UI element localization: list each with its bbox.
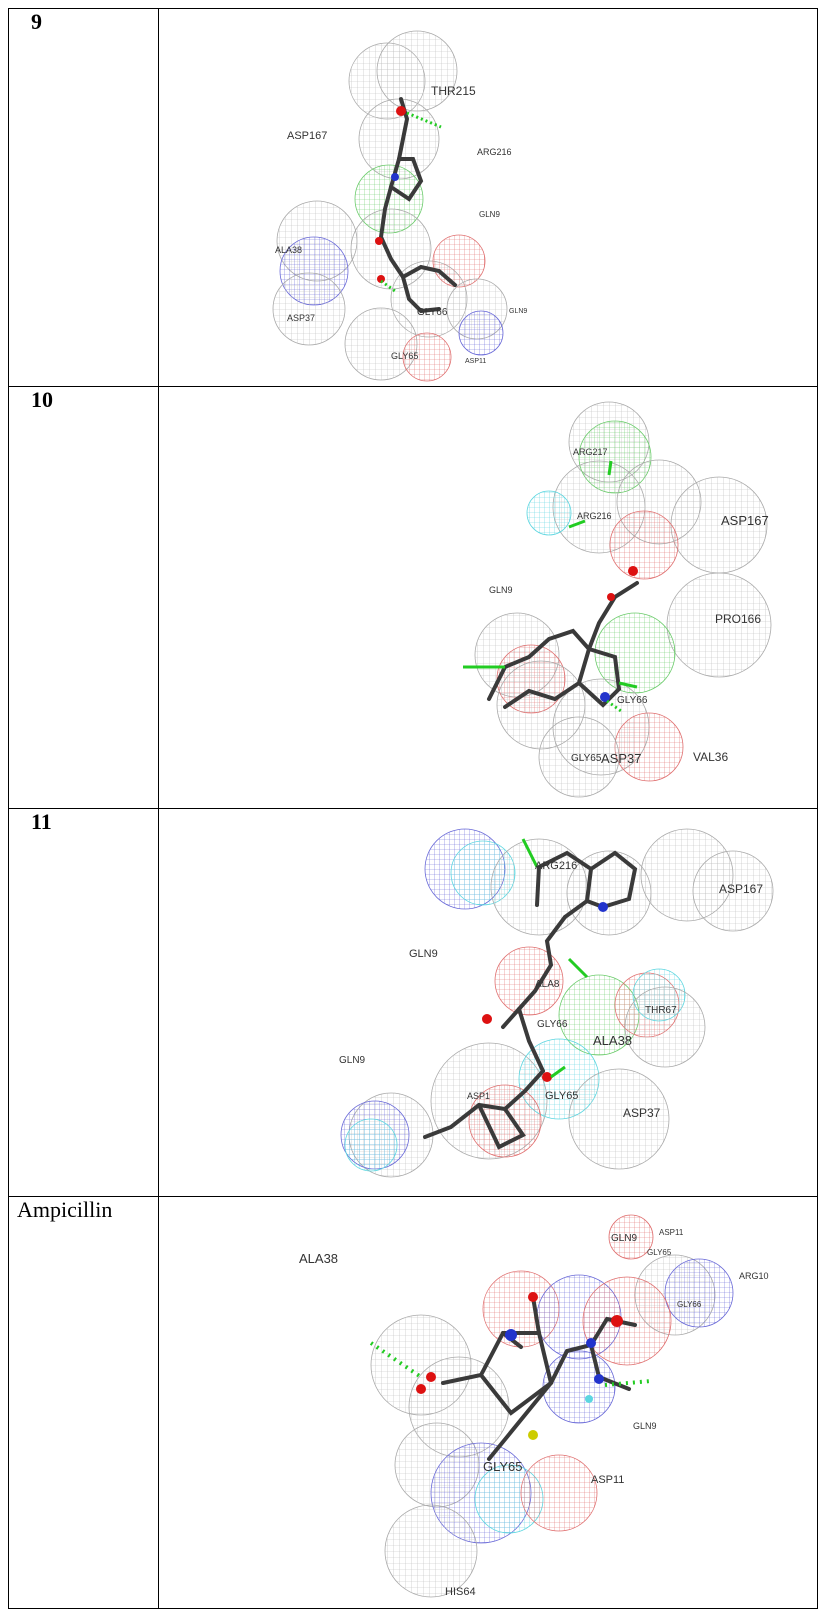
residue-labels: THR215 ASP167 ARG216 GLN9 ALA38 GLY66 GL… bbox=[275, 84, 527, 365]
residue-label: GLY66 bbox=[677, 1300, 702, 1309]
residue-label: ALA38 bbox=[275, 245, 302, 255]
residue-label: GLY65 bbox=[545, 1090, 578, 1102]
residue-labels: ARG217 ARG216 ASP167 GLN9 PRO166 GLY66 G… bbox=[489, 447, 769, 766]
table-row: 11 bbox=[7, 808, 818, 1197]
residue-label: GLN9 bbox=[339, 1055, 366, 1066]
residue-label: GLY66 bbox=[417, 307, 448, 318]
vdw-spheres bbox=[272, 30, 508, 382]
residue-label: ALA38 bbox=[593, 1033, 632, 1048]
compound-label: 9 bbox=[31, 9, 42, 34]
residue-labels: ALA38 GLN9 ASP11 GLY65 ARG10 GLY66 GLN9 … bbox=[299, 1228, 769, 1598]
compound-label: 10 bbox=[31, 387, 53, 412]
table-row: 10 bbox=[7, 386, 818, 809]
residue-label: GLY65 bbox=[647, 1248, 672, 1257]
residue-label: GLN9 bbox=[489, 585, 513, 595]
residue-label: GLN9 bbox=[633, 1421, 657, 1431]
compound-label-cell: 9 bbox=[7, 8, 160, 387]
residue-label: ARG216 bbox=[477, 147, 512, 157]
halogen-atoms bbox=[463, 460, 638, 689]
residue-label: ARG216 bbox=[577, 511, 612, 521]
hetero-atoms bbox=[416, 1292, 624, 1440]
docking-pose-image: ALA38 GLN9 ASP11 GLY65 ARG10 GLY66 GLN9 … bbox=[299, 1214, 769, 1598]
compound-label-cell: Ampicillin bbox=[7, 1196, 160, 1609]
ligand-bonds bbox=[378, 97, 458, 314]
docking-table: 9 bbox=[7, 8, 818, 1609]
compound-label: Ampicillin bbox=[17, 1197, 113, 1222]
residue-labels: ARG216 ASP167 GLN9 ALA8 THR67 GLY66 ALA3… bbox=[339, 860, 763, 1120]
docking-figure-cell: ARG217 ARG216 ASP167 GLN9 PRO166 GLY66 G… bbox=[158, 386, 818, 809]
hetero-atoms bbox=[375, 106, 407, 283]
hbond-lines bbox=[369, 1341, 652, 1387]
residue-label: GLN9 bbox=[509, 308, 527, 315]
vdw-spheres bbox=[474, 401, 772, 798]
residue-label: ARG217 bbox=[573, 447, 608, 457]
ligand-bonds bbox=[487, 581, 640, 709]
table-row: Ampicillin bbox=[7, 1196, 818, 1609]
vdw-spheres bbox=[370, 1214, 734, 1598]
residue-label: GLN9 bbox=[479, 210, 500, 219]
residue-label: ASP11 bbox=[465, 358, 486, 365]
residue-label: THR215 bbox=[431, 84, 476, 98]
residue-label: ASP167 bbox=[719, 882, 763, 896]
residue-label: VAL36 bbox=[693, 750, 728, 764]
residue-label: PRO166 bbox=[715, 612, 761, 626]
halogen-atoms bbox=[521, 838, 589, 1079]
residue-label: ASP37 bbox=[623, 1106, 661, 1120]
residue-label: ARG216 bbox=[535, 860, 577, 872]
docking-pose-image: ARG217 ARG216 ASP167 GLN9 PRO166 GLY66 G… bbox=[463, 401, 772, 798]
docking-figure-cell: THR215 ASP167 ARG216 GLN9 ALA38 GLY66 GL… bbox=[158, 8, 818, 387]
residue-label: ASP11 bbox=[591, 1474, 624, 1486]
residue-label: ASP167 bbox=[287, 130, 327, 142]
residue-label: ASP37 bbox=[287, 313, 315, 323]
compound-label: 11 bbox=[31, 809, 52, 834]
residue-label: ASP167 bbox=[721, 513, 769, 528]
compound-label-cell: 11 bbox=[7, 808, 160, 1197]
hetero-atoms bbox=[482, 902, 609, 1082]
residue-label: GLY66 bbox=[537, 1019, 568, 1030]
residue-label: ALA38 bbox=[299, 1251, 338, 1266]
residue-label: ASP37 bbox=[601, 751, 641, 766]
compound-label-cell: 10 bbox=[7, 386, 160, 809]
hbond-lines bbox=[380, 111, 442, 293]
residue-label: ASP1 bbox=[467, 1091, 490, 1101]
residue-label: ALA8 bbox=[535, 979, 560, 990]
residue-label: GLY65 bbox=[483, 1459, 523, 1474]
docking-pose-image: THR215 ASP167 ARG216 GLN9 ALA38 GLY66 GL… bbox=[272, 30, 527, 382]
residue-label: GLY65 bbox=[391, 351, 418, 361]
vdw-spheres bbox=[340, 828, 774, 1178]
residue-label: GLY65 bbox=[571, 753, 602, 764]
residue-label: ASP11 bbox=[659, 1228, 684, 1237]
table-row: 9 bbox=[7, 8, 818, 387]
residue-label: ARG10 bbox=[739, 1271, 769, 1281]
residue-label: HIS64 bbox=[445, 1586, 476, 1598]
docking-figure-cell: ALA38 GLN9 ASP11 GLY65 ARG10 GLY66 GLN9 … bbox=[158, 1196, 818, 1609]
docking-pose-image: ARG216 ASP167 GLN9 ALA8 THR67 GLY66 ALA3… bbox=[339, 828, 774, 1178]
residue-label: GLN9 bbox=[409, 948, 438, 960]
docking-figure-cell: ARG216 ASP167 GLN9 ALA8 THR67 GLY66 ALA3… bbox=[158, 808, 818, 1197]
residue-label: THR67 bbox=[645, 1005, 677, 1016]
residue-label: GLY66 bbox=[617, 695, 648, 706]
hetero-atoms bbox=[600, 566, 639, 702]
residue-label: GLN9 bbox=[611, 1233, 638, 1244]
